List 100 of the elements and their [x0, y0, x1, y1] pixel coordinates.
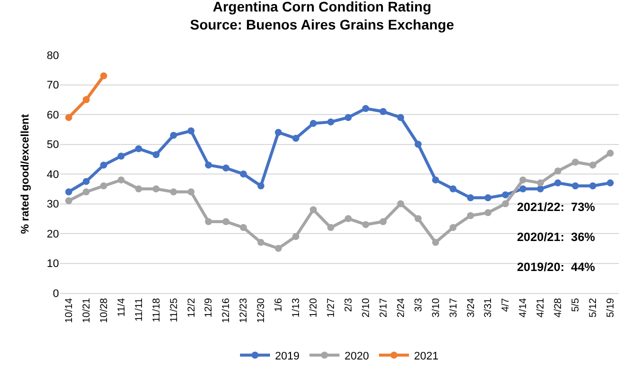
annotation: 2020/21: 36%: [517, 230, 596, 244]
x-tick-label: 1/20: [308, 298, 320, 318]
x-tick-label: 10/28: [98, 298, 110, 324]
x-tick-label: 4/14: [518, 298, 530, 318]
legend-label: 2019: [275, 350, 300, 362]
point: [310, 206, 317, 214]
point: [82, 188, 90, 196]
point: [118, 152, 125, 160]
x-tick-label: 4/7: [500, 298, 512, 312]
point: [135, 185, 142, 192]
y-tick-label: 50: [46, 139, 59, 152]
point: [274, 128, 282, 136]
y-axis-title: % rated good/excellent: [19, 114, 32, 234]
x-tick-label: 12/23: [238, 298, 250, 324]
point: [380, 108, 387, 116]
point: [240, 170, 247, 178]
point: [204, 162, 212, 169]
x-tick-label: 11/11: [134, 298, 145, 322]
point: [222, 164, 230, 172]
point: [397, 114, 404, 121]
x-tick-label: 12/2: [186, 298, 198, 318]
x-tick-label: 4/28: [553, 298, 564, 318]
annotation: 2019/20: 44%: [517, 260, 596, 274]
point: [554, 179, 562, 186]
point: [118, 176, 125, 184]
point: [502, 191, 509, 198]
x-tick-label: 3/10: [430, 298, 442, 318]
x-tick-label: 11/25: [168, 298, 180, 322]
x-tick-label: 11/18: [151, 298, 162, 322]
point: [327, 224, 334, 232]
point: [100, 72, 108, 80]
point: [484, 194, 492, 202]
point: [82, 96, 90, 104]
x-tick-label: 3/24: [466, 298, 477, 318]
x-tick-label: 4/21: [536, 298, 547, 318]
point: [170, 132, 178, 139]
point: [362, 105, 370, 112]
x-tick-label: 2/24: [396, 298, 407, 318]
point: [362, 221, 370, 228]
point: [450, 224, 457, 232]
point: [344, 114, 352, 121]
y-tick-label: 0: [52, 288, 59, 300]
point: [414, 215, 422, 222]
x-tick-label: 5/5: [570, 298, 582, 312]
point: [204, 218, 212, 226]
point: [100, 162, 108, 169]
point: [606, 179, 614, 186]
point: [327, 118, 334, 126]
point: [467, 194, 474, 202]
point: [414, 140, 422, 148]
y-tick-label: 60: [46, 109, 59, 122]
point: [152, 151, 160, 158]
point: [572, 158, 579, 166]
point: [152, 185, 160, 192]
y-tick-label: 80: [46, 50, 59, 62]
legend-label: 2021: [414, 350, 438, 362]
x-tick-label: 10/21: [81, 298, 92, 324]
x-tick-label: 12/16: [221, 298, 232, 324]
x-tick-label: 1/6: [274, 298, 285, 312]
point: [100, 182, 108, 190]
x-tick-label: 5/12: [588, 298, 600, 318]
x-tick-label: 3/31: [483, 298, 494, 318]
y-tick-label: 40: [46, 168, 59, 181]
point: [397, 200, 404, 208]
point: [380, 218, 387, 226]
point: [292, 232, 300, 240]
y-tick-label: 30: [46, 198, 59, 211]
point: [554, 168, 562, 175]
x-tick-label: 1/27: [326, 298, 338, 318]
point: [292, 134, 300, 142]
point: [188, 127, 195, 134]
point: [450, 185, 457, 192]
point: [82, 178, 90, 185]
point: [65, 114, 72, 121]
x-tick-label: 3/3: [413, 298, 424, 312]
point: [536, 179, 544, 186]
chart-title: Argentina Corn Condition Rating: [212, 0, 432, 14]
point: [344, 215, 352, 222]
point: [257, 182, 264, 190]
annotation: 2021/22: 73%: [517, 200, 596, 214]
point: [519, 176, 526, 184]
x-tick-label: 10/14: [64, 298, 75, 324]
point: [274, 244, 282, 252]
point: [432, 238, 440, 246]
point: [65, 188, 72, 196]
point: [188, 188, 195, 196]
point: [467, 212, 474, 220]
point: [484, 209, 492, 216]
point: [240, 224, 247, 232]
point: [589, 162, 596, 169]
x-tick-label: 2/10: [360, 298, 372, 318]
y-tick-label: 20: [46, 228, 59, 240]
point: [432, 176, 440, 184]
y-tick-label: 10: [46, 258, 59, 270]
point: [519, 185, 526, 192]
chart-subtitle: Source: Buenos Aires Grains Exchange: [190, 16, 454, 33]
point: [536, 185, 544, 192]
x-tick-label: 12/9: [204, 298, 215, 318]
point: [502, 200, 509, 208]
point: [170, 188, 178, 196]
